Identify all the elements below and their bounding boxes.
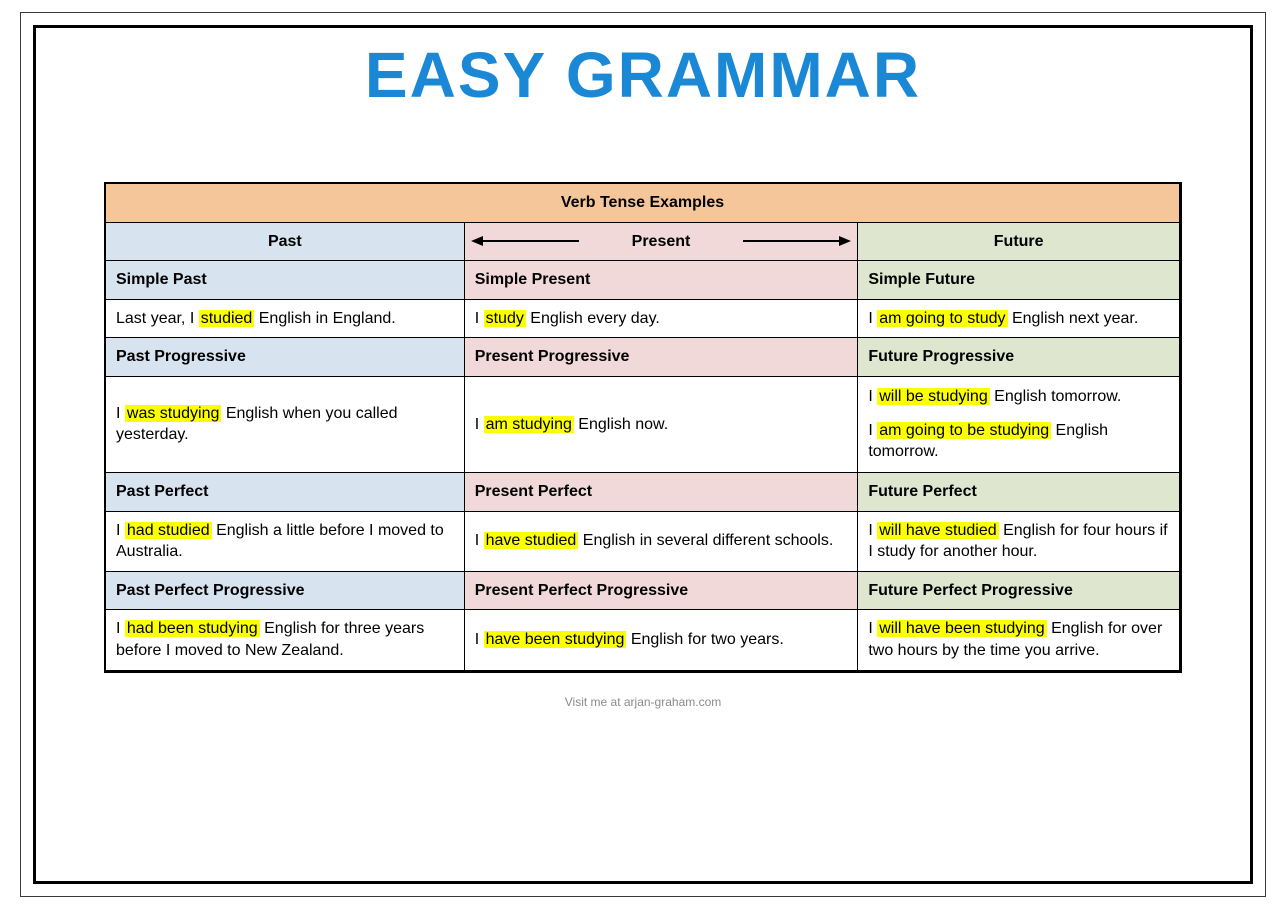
cell-perf-future-sub: Future Perfect (858, 472, 1181, 511)
text: I (868, 522, 877, 539)
cell-simple-past-ex: Last year, I studied English in England. (105, 299, 464, 338)
table-title-row: Verb Tense Examples (105, 183, 1181, 222)
highlight: am going to study (877, 310, 1007, 327)
col-header-present-label: Present (632, 233, 691, 250)
cell-simple-past-sub: Simple Past (105, 261, 464, 300)
footer-text: Visit me at arjan-graham.com (64, 695, 1222, 709)
cell-perfprog-future-ex: I will have been studying English for ov… (858, 610, 1181, 671)
column-header-row: Past Present Future (105, 222, 1181, 261)
cell-simple-future-ex: I am going to study English next year. (858, 299, 1181, 338)
cell-simple-future-sub: Simple Future (858, 261, 1181, 300)
cell-prog-future-sub: Future Progressive (858, 338, 1181, 377)
text: English in several different schools. (578, 532, 833, 549)
highlight: studied (199, 310, 255, 327)
verb-tense-table: Verb Tense Examples Past Present (104, 182, 1182, 673)
text: English for two years. (626, 631, 783, 648)
col-header-past: Past (105, 222, 464, 261)
row-simple-ex: Last year, I studied English in England.… (105, 299, 1181, 338)
arrow-left-icon (471, 234, 581, 248)
highlight: will have been studying (877, 620, 1046, 637)
outer-frame: EASY GRAMMAR Verb Tense Examples Past (20, 12, 1266, 897)
highlight: have been studying (484, 631, 627, 648)
row-perf-sub: Past Perfect Present Perfect Future Perf… (105, 472, 1181, 511)
cell-perf-present-sub: Present Perfect (464, 472, 858, 511)
col-header-future: Future (858, 222, 1181, 261)
highlight: had studied (125, 522, 212, 539)
cell-simple-present-ex: I study English every day. (464, 299, 858, 338)
cell-perf-present-ex: I have studied English in several differ… (464, 511, 858, 571)
cell-prog-past-ex: I was studying English when you called y… (105, 376, 464, 472)
cell-prog-present-sub: Present Progressive (464, 338, 858, 377)
highlight: am going to be studying (877, 422, 1051, 439)
text: English now. (574, 416, 668, 433)
table-title-cell: Verb Tense Examples (105, 183, 1181, 222)
cell-simple-present-sub: Simple Present (464, 261, 858, 300)
arrow-right-icon (741, 234, 851, 248)
cell-prog-past-sub: Past Progressive (105, 338, 464, 377)
text: I (475, 310, 484, 327)
row-perf-ex: I had studied English a little before I … (105, 511, 1181, 571)
row-perfprog-ex: I had been studying English for three ye… (105, 610, 1181, 671)
col-header-future-label: Future (994, 233, 1044, 250)
inner-frame: EASY GRAMMAR Verb Tense Examples Past (33, 25, 1253, 884)
cell-prog-present-ex: I am studying English now. (464, 376, 858, 472)
row-prog-sub: Past Progressive Present Progressive Fut… (105, 338, 1181, 377)
text: I (475, 631, 484, 648)
text: English in England. (254, 310, 395, 327)
cell-perf-past-ex: I had studied English a little before I … (105, 511, 464, 571)
text: English next year. (1008, 310, 1139, 327)
text: I (475, 416, 484, 433)
text: I (868, 422, 877, 439)
col-header-past-label: Past (268, 233, 302, 250)
text: I (475, 532, 484, 549)
cell-perfprog-past-ex: I had been studying English for three ye… (105, 610, 464, 671)
highlight: have studied (484, 532, 579, 549)
highlight: am studying (484, 416, 574, 433)
page-title: EASY GRAMMAR (64, 38, 1222, 112)
text: I (116, 522, 125, 539)
highlight: was studying (125, 405, 222, 422)
cell-perfprog-present-ex: I have been studying English for two yea… (464, 610, 858, 671)
highlight: study (484, 310, 526, 327)
table-wrap: Verb Tense Examples Past Present (104, 182, 1182, 673)
row-simple-sub: Simple Past Simple Present Simple Future (105, 261, 1181, 300)
cell-perfprog-future-sub: Future Perfect Progressive (858, 571, 1181, 610)
cell-perfprog-past-sub: Past Perfect Progressive (105, 571, 464, 610)
text: I (868, 620, 877, 637)
text: English every day. (526, 310, 660, 327)
text: I (868, 310, 877, 327)
col-header-present: Present (464, 222, 858, 261)
text: Last year, I (116, 310, 199, 327)
cell-perf-past-sub: Past Perfect (105, 472, 464, 511)
text: I (116, 620, 125, 637)
highlight: will have studied (877, 522, 998, 539)
row-perfprog-sub: Past Perfect Progressive Present Perfect… (105, 571, 1181, 610)
row-prog-ex: I was studying English when you called y… (105, 376, 1181, 472)
cell-perfprog-present-sub: Present Perfect Progressive (464, 571, 858, 610)
text: I (868, 388, 877, 405)
cell-prog-future-ex: I will be studying English tomorrow. I a… (858, 376, 1181, 472)
cell-perf-future-ex: I will have studied English for four hou… (858, 511, 1181, 571)
text: English tomorrow. (990, 388, 1122, 405)
text: I (116, 405, 125, 422)
highlight: will be studying (877, 388, 990, 405)
highlight: had been studying (125, 620, 260, 637)
